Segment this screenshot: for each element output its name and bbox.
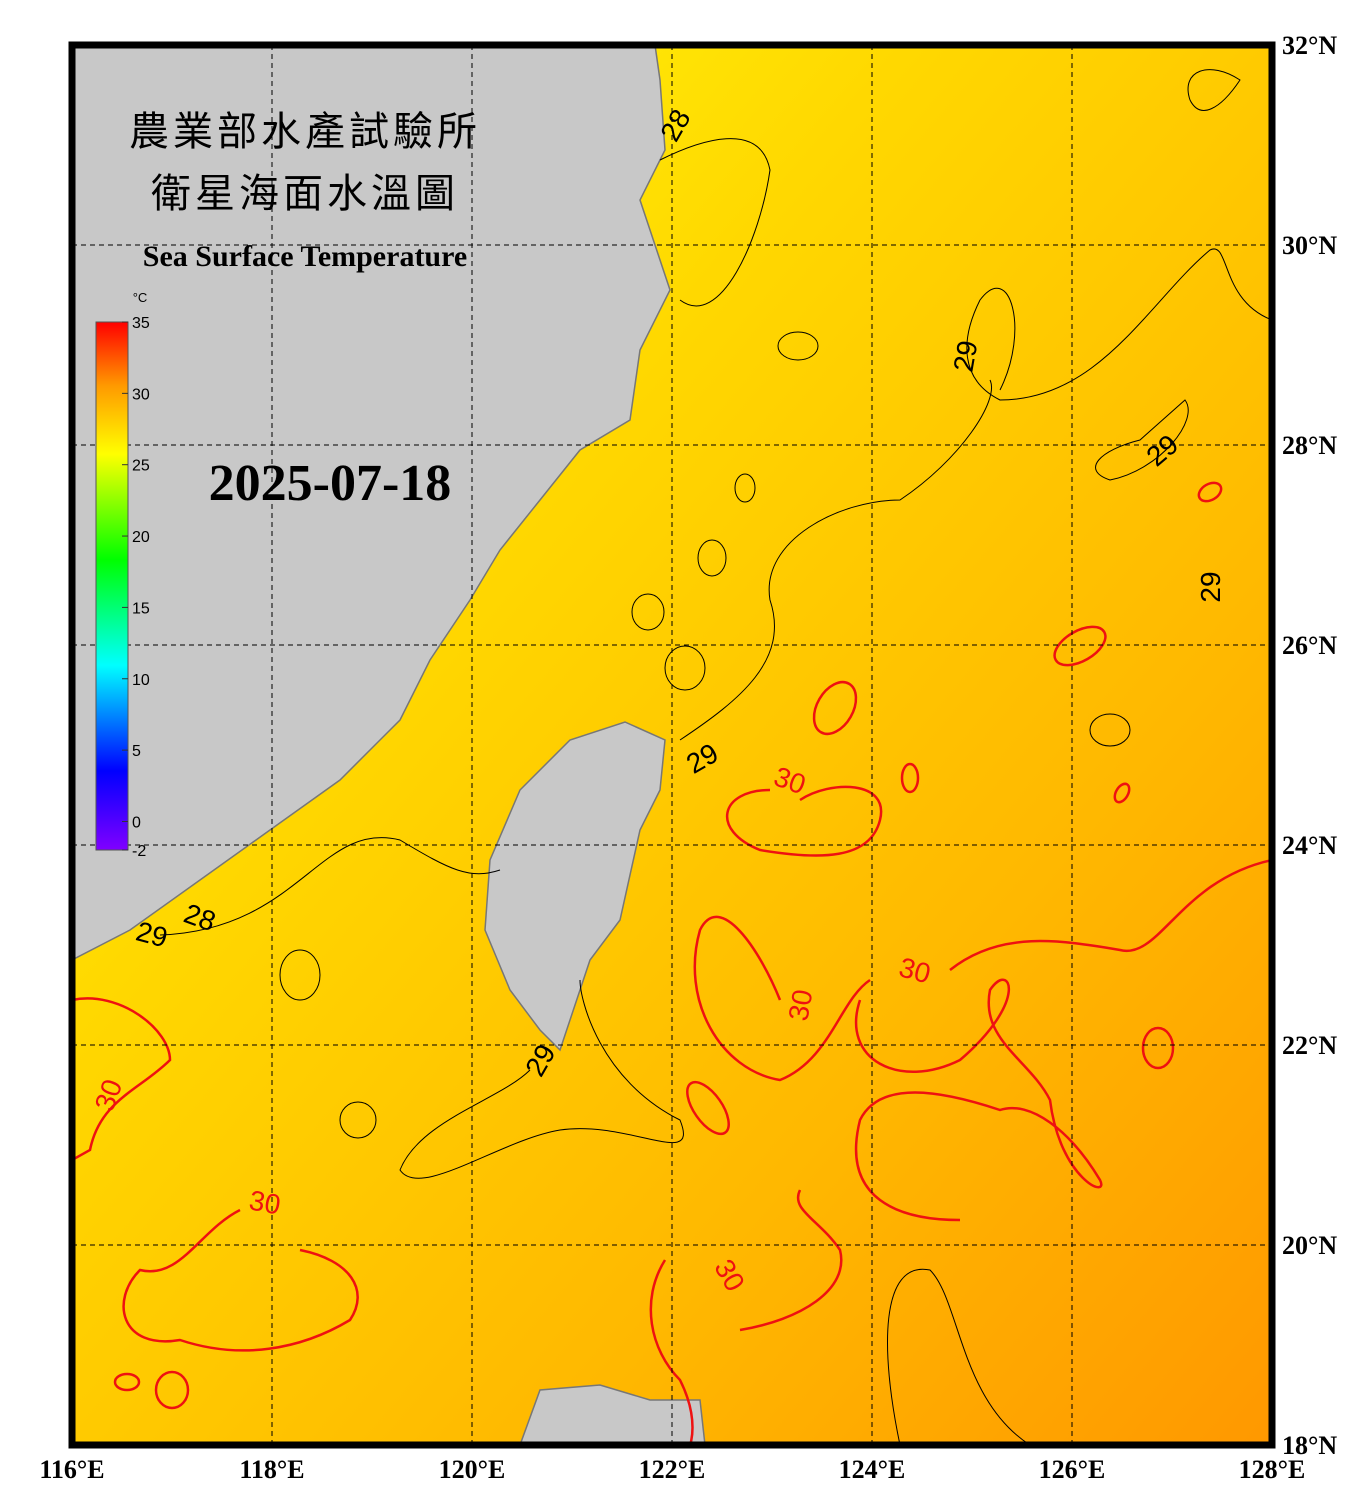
title-en: Sea Surface Temperature bbox=[143, 240, 467, 273]
x-tick-label: 118°E bbox=[239, 1455, 304, 1484]
contour-label: 29 bbox=[948, 338, 984, 374]
mainland bbox=[72, 45, 671, 961]
graticule bbox=[72, 45, 1272, 1445]
contours-red bbox=[72, 481, 1272, 1445]
x-tick-label: 124°E bbox=[839, 1455, 906, 1484]
date: 2025-07-18 bbox=[209, 455, 452, 512]
axis-labels: 116°E 118°E 120°E 122°E 124°E 126°E 128°E 32°N 3… bbox=[39, 31, 1337, 1484]
x-tick-label: 126°E bbox=[1039, 1455, 1106, 1484]
contours-black bbox=[159, 69, 1272, 1445]
x-tick-label: 122°E bbox=[639, 1455, 706, 1484]
map-frame bbox=[68, 41, 1276, 1449]
contour-label: 29 bbox=[1195, 571, 1226, 602]
x-tick-label: 128°E bbox=[1239, 1455, 1306, 1484]
colorbar-tick-label: 30 bbox=[132, 386, 150, 403]
contour-label: 30 bbox=[783, 987, 819, 1023]
subtitle-zh: 衛星海面水溫圖 bbox=[151, 171, 459, 216]
x-tick-label: 120°E bbox=[439, 1455, 506, 1484]
taiwan bbox=[484, 721, 666, 1052]
y-tick-label: 18°N bbox=[1282, 1431, 1337, 1460]
colorbar-tick-label: -2 bbox=[132, 843, 146, 860]
luzon bbox=[519, 1384, 706, 1445]
contour-label: 30 bbox=[247, 1185, 283, 1221]
colorbar-tick-label: 20 bbox=[132, 529, 150, 546]
y-tick-label: 32°N bbox=[1282, 31, 1337, 60]
y-tick-label: 30°N bbox=[1282, 231, 1337, 260]
colorbar-ticks: 35 30 25 20 15 10 5 0 -2 bbox=[122, 315, 150, 860]
y-tick-label: 26°N bbox=[1282, 631, 1337, 660]
colorbar-tick-label: 0 bbox=[132, 814, 141, 831]
y-tick-label: 22°N bbox=[1282, 1031, 1337, 1060]
colorbar bbox=[95, 321, 129, 851]
y-tick-label: 24°N bbox=[1282, 831, 1337, 860]
colorbar-tick-label: 10 bbox=[132, 672, 150, 689]
colorbar-tick-label: 35 bbox=[132, 315, 150, 332]
y-tick-label: 20°N bbox=[1282, 1231, 1337, 1260]
colorbar-tick-label: 15 bbox=[132, 600, 150, 617]
colorbar-tick-label: 5 bbox=[132, 743, 141, 760]
colorbar-tick-label: 25 bbox=[132, 458, 150, 475]
colorbar-unit: °C bbox=[133, 290, 148, 305]
x-tick-label: 116°E bbox=[39, 1455, 104, 1484]
title-zh: 農業部水產試驗所 bbox=[129, 109, 481, 154]
y-tick-label: 28°N bbox=[1282, 431, 1337, 460]
